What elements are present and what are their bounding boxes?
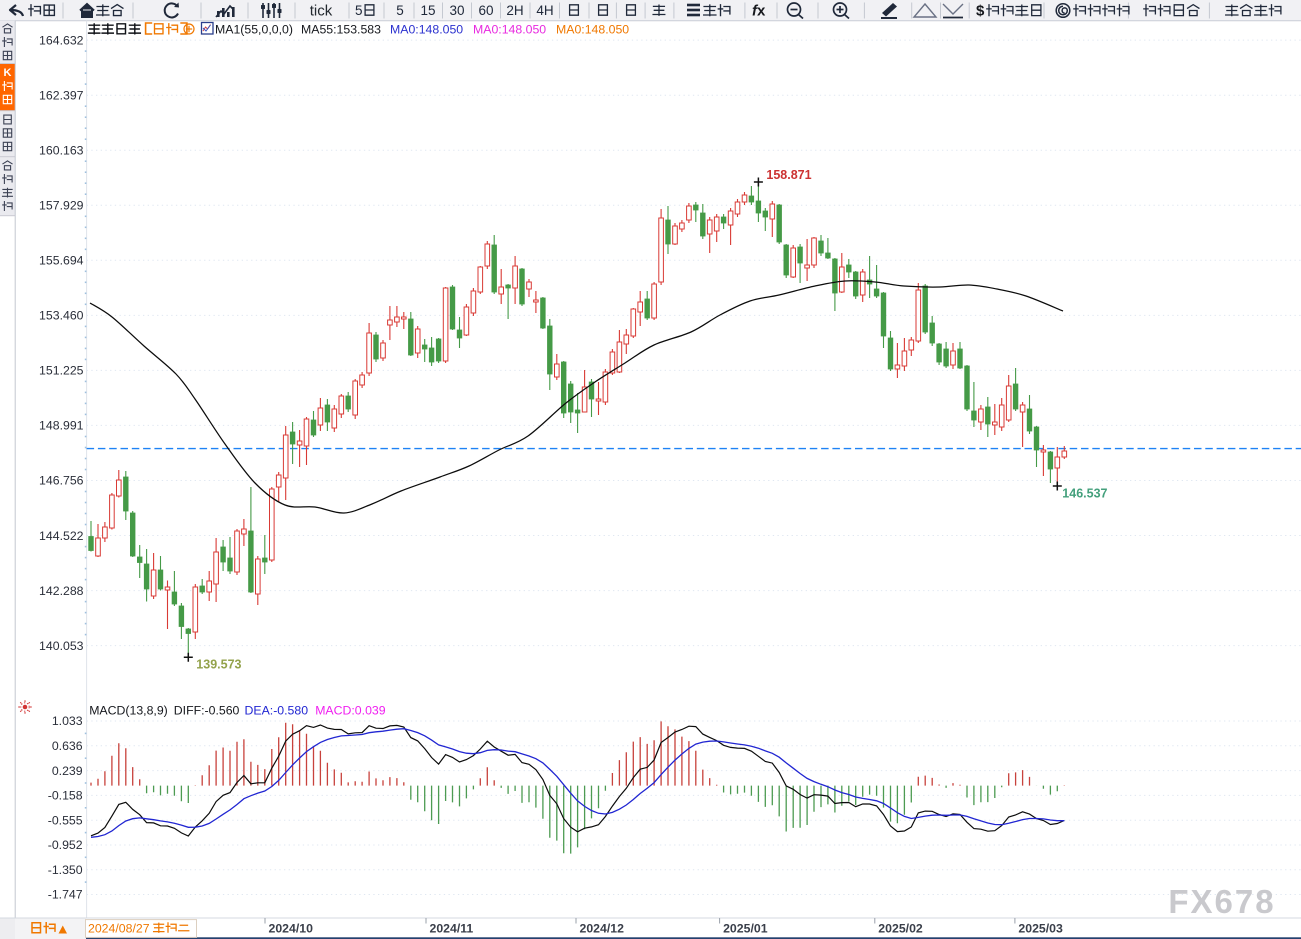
svg-text:-0.158: -0.158 — [48, 789, 83, 803]
svg-text:FX678: FX678 — [1168, 883, 1275, 920]
svg-text:MA0:148.050: MA0:148.050 — [390, 23, 463, 37]
svg-text:140.053: 140.053 — [39, 639, 84, 653]
svg-text:2025/03: 2025/03 — [1018, 921, 1063, 935]
svg-text:-1.350: -1.350 — [48, 863, 83, 877]
svg-text:60: 60 — [478, 3, 493, 18]
svg-text:2024/08/27: 2024/08/27 — [88, 921, 150, 935]
svg-text:160.163: 160.163 — [39, 143, 84, 157]
svg-text:158.871: 158.871 — [766, 168, 811, 182]
svg-text:DIFF:-0.560: DIFF:-0.560 — [174, 704, 240, 718]
svg-text:151.225: 151.225 — [39, 364, 84, 378]
svg-text:1.033: 1.033 — [52, 714, 83, 728]
svg-text:144.522: 144.522 — [39, 529, 84, 543]
svg-text:5: 5 — [396, 3, 404, 18]
svg-text:MACD:0.039: MACD:0.039 — [315, 704, 386, 718]
svg-text:MA0:148.050: MA0:148.050 — [473, 23, 546, 37]
svg-text:-0.555: -0.555 — [48, 813, 83, 827]
svg-text:164.632: 164.632 — [39, 33, 84, 47]
svg-text:5: 5 — [355, 3, 363, 18]
svg-text:4H: 4H — [536, 3, 553, 18]
svg-text:2024/12: 2024/12 — [580, 921, 625, 935]
svg-text:142.288: 142.288 — [39, 584, 84, 598]
svg-text:157.929: 157.929 — [39, 198, 84, 212]
svg-text:2024/10: 2024/10 — [269, 921, 314, 935]
svg-text:148.991: 148.991 — [39, 419, 84, 433]
svg-text:-1.747: -1.747 — [48, 888, 83, 902]
svg-text:fx: fx — [752, 3, 766, 20]
svg-text:2H: 2H — [506, 3, 523, 18]
svg-text:0.239: 0.239 — [52, 764, 83, 778]
svg-text:MA0:148.050: MA0:148.050 — [556, 23, 629, 37]
svg-text:2025/02: 2025/02 — [878, 921, 923, 935]
svg-text:146.756: 146.756 — [39, 474, 84, 488]
svg-text:155.694: 155.694 — [39, 254, 84, 268]
svg-text:153.460: 153.460 — [39, 309, 84, 323]
svg-text:30: 30 — [449, 3, 464, 18]
svg-text:DEA:-0.580: DEA:-0.580 — [245, 704, 309, 718]
svg-text:162.397: 162.397 — [39, 88, 84, 102]
svg-text:$: $ — [976, 3, 985, 20]
svg-text:tick: tick — [310, 3, 333, 20]
svg-text:MACD(13,8,9): MACD(13,8,9) — [89, 704, 168, 718]
svg-text:139.573: 139.573 — [196, 658, 241, 672]
svg-text:MA55:153.583: MA55:153.583 — [301, 23, 381, 37]
svg-text:MA1(55,0,0,0): MA1(55,0,0,0) — [215, 23, 293, 37]
svg-text:146.537: 146.537 — [1062, 487, 1107, 501]
svg-text:0.636: 0.636 — [52, 739, 83, 753]
svg-text:2025/01: 2025/01 — [723, 921, 768, 935]
svg-text:K: K — [4, 67, 12, 79]
svg-text:-0.952: -0.952 — [48, 838, 83, 852]
svg-text:2024/11: 2024/11 — [430, 921, 474, 935]
svg-text:15: 15 — [420, 3, 435, 18]
